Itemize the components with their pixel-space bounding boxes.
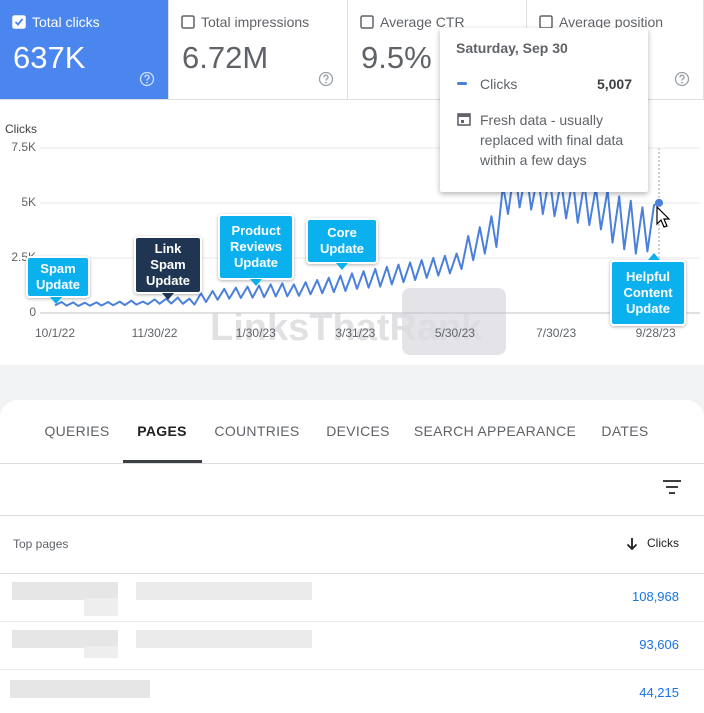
tooltip: Saturday, Sep 30 Clicks 5,007 Fresh data… [440,28,648,192]
x-tick-label: 10/1/22 [35,326,75,340]
metric-card[interactable]: Total clicks 637K [0,0,169,100]
sort-icon [626,538,638,551]
tooltip-legend-line [457,82,467,85]
metric-label: Average CTR [380,14,465,30]
x-tick-label: 11/30/22 [132,326,178,340]
annotation-pointer [648,253,660,260]
annotation: Product Reviews Update [218,214,294,280]
tab[interactable]: DATES [601,423,649,439]
annotation: Helpful Content Update [610,260,686,326]
y-tick-label: 5K [21,195,36,209]
tooltip-note: Fresh data - usually replaced with final… [480,112,624,168]
annotation-text: Link Spam Update [145,241,191,288]
filter-icon[interactable] [663,479,683,495]
metric-label: Total clicks [32,14,100,30]
panel [0,400,704,713]
checkbox [181,15,195,29]
help-icon [318,71,334,87]
metric-label: Total impressions [201,14,310,30]
x-tick-label: 5/30/23 [435,326,475,340]
column-header[interactable]: Clicks [647,536,679,550]
y-axis-label: Clicks [5,122,37,136]
x-tick-label: 7/30/23 [536,326,576,340]
tab-indicator [122,460,202,463]
tab[interactable]: COUNTRIES [214,423,300,439]
clicks-cell: 93,606 [639,637,679,652]
metric-value: 637K [13,40,86,75]
y-tick-label: 7.5K [11,140,36,154]
y-tick-label: 0 [29,305,36,319]
cursor [656,206,671,228]
annotation-text: Spam Update [35,261,81,292]
clicks-cell: 44,215 [639,685,679,700]
annotation: Link Spam Update [134,236,202,294]
annotation: Core Update [306,218,378,264]
annotation-pointer [162,293,174,300]
line [54,166,660,307]
divider [0,573,704,574]
calendar-icon [457,113,471,126]
x-tick-label: 9/28/23 [636,326,676,340]
x-tick-label: 3/31/23 [335,326,375,340]
divider [0,669,704,670]
checkbox [539,15,553,29]
annotation-pointer [50,297,62,304]
metric-card[interactable]: Total impressions 6.72M [169,0,348,100]
annotation-text: Helpful Content Update [623,269,673,316]
tooltip-value: 5,007 [596,76,632,92]
help-icon [674,71,690,87]
hover-point [655,198,663,207]
column-header: Top pages [13,537,69,551]
annotation-text: Product Reviews Update [229,223,283,270]
annotation: Spam Update [26,256,90,298]
tab[interactable]: PAGES [137,423,187,439]
tab[interactable]: DEVICES [326,423,390,439]
annotation-pointer [336,263,348,270]
tooltip-series: Clicks [480,76,518,92]
help-icon [139,71,155,87]
divider [0,515,704,516]
metric-label: Average position [559,14,664,30]
checkbox [12,15,26,29]
annotation-pointer [250,279,262,286]
checkbox [360,15,374,29]
tab[interactable]: SEARCH APPEARANCE [413,423,577,439]
divider [0,463,704,464]
clicks-cell: 108,968 [632,589,679,604]
watermark-box [402,288,506,355]
annotation-text: Core Update [319,225,365,256]
x-tick-label: 1/30/23 [236,326,276,340]
metric-value: 6.72M [182,40,269,75]
divider [0,621,704,622]
metric-value: 9.5% [361,40,432,75]
tab[interactable]: QUERIES [44,423,110,439]
tooltip-date: Saturday, Sep 30 [456,40,568,56]
watermark: LinksThatRank [210,307,483,349]
